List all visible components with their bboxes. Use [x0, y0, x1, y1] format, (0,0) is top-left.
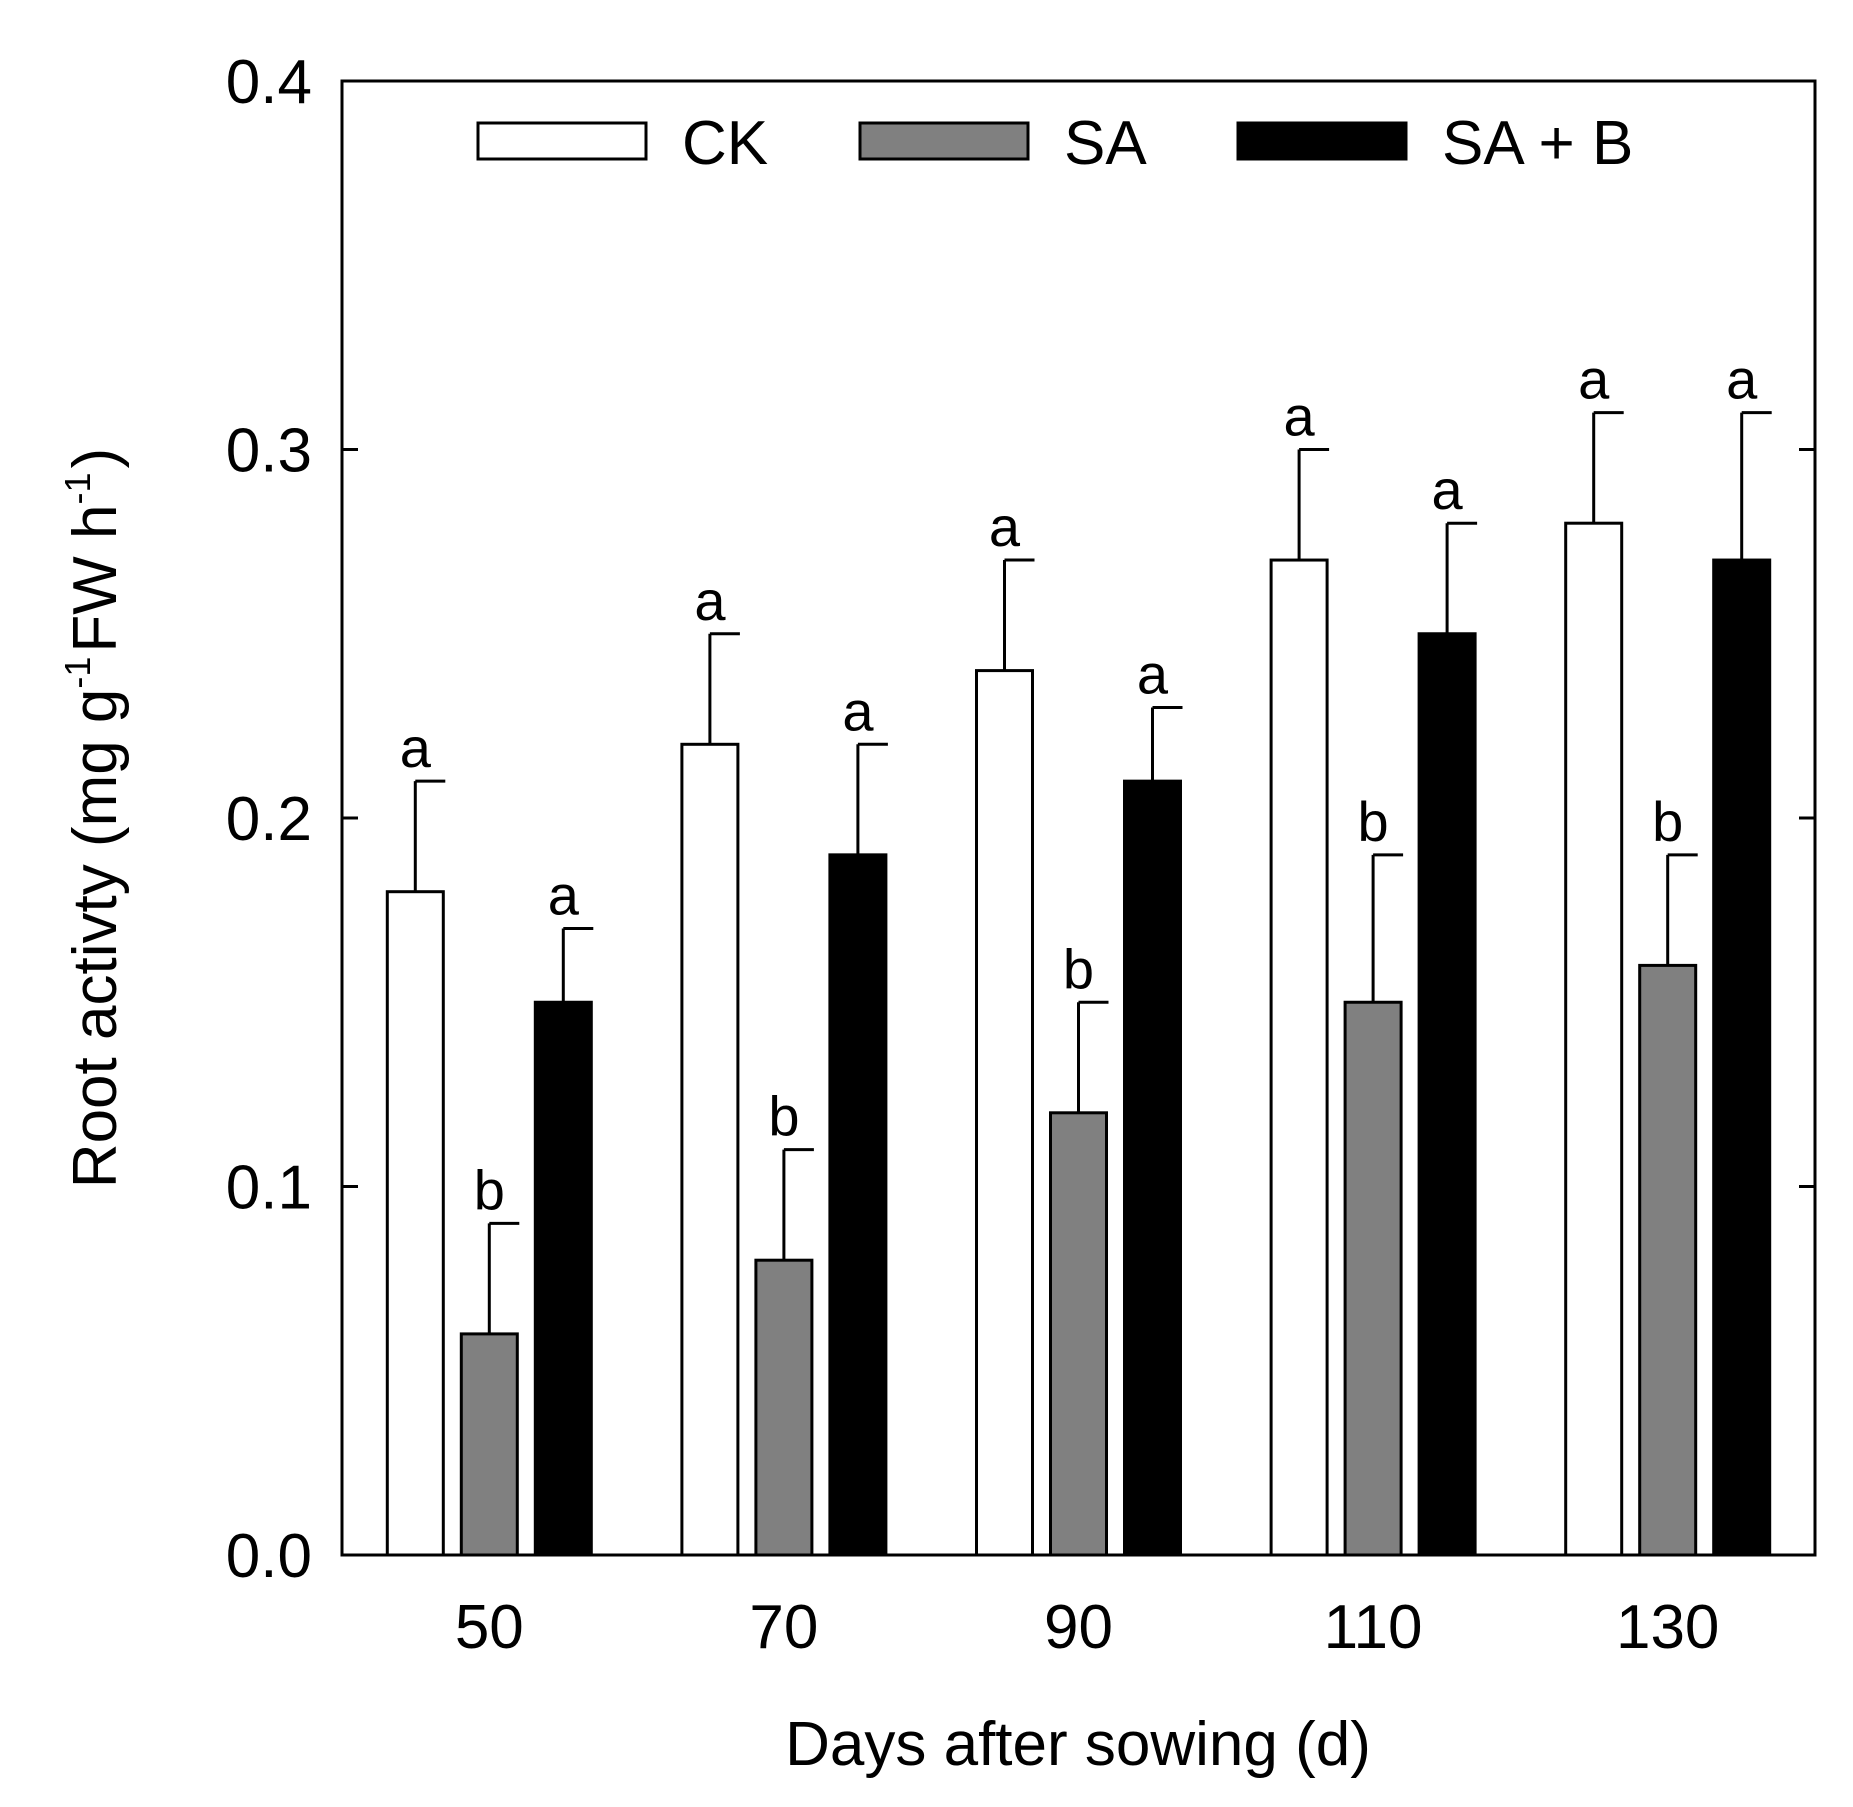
y-axis-title-sup2: -1 [57, 472, 98, 504]
significance-letter: b [474, 1158, 505, 1221]
bar-ck-50 [385, 890, 445, 1557]
x-tick-label: 110 [1324, 1593, 1423, 1662]
bar-sa-90 [1049, 1111, 1108, 1557]
significance-letter: a [989, 495, 1021, 558]
x-tick-label: 70 [749, 1593, 818, 1662]
legend-label: CK [682, 109, 768, 178]
legend-label: SA + B [1442, 109, 1633, 178]
significance-letter: a [1578, 348, 1610, 411]
x-tick-label: 50 [455, 1593, 524, 1662]
significance-letter: b [1063, 937, 1094, 1000]
bar-sa-b-130 [1712, 558, 1772, 1557]
significance-letter: a [694, 569, 726, 632]
y-tick-label: 0.3 [226, 417, 312, 486]
significance-letter: a [1726, 348, 1758, 411]
significance-letter: a [842, 679, 874, 742]
legend-swatch [858, 121, 1030, 161]
y-axis-title-prefix: Root activty (mg g [61, 689, 130, 1189]
bar-sa-130 [1638, 963, 1698, 1557]
bar-ck-110 [1269, 558, 1329, 1557]
x-tick-label: 130 [1616, 1593, 1719, 1662]
y-axis-title: Root activty (mg g-1FW h-1) [57, 448, 130, 1188]
y-axis-title-suffix: ) [61, 448, 130, 469]
significance-letter: b [768, 1085, 799, 1148]
y-tick-label: 0.0 [226, 1522, 312, 1591]
significance-letter: b [1652, 790, 1683, 853]
y-tick-label: 0.2 [226, 785, 312, 854]
x-tick-label: 90 [1044, 1593, 1113, 1662]
legend-swatch [1236, 121, 1408, 161]
bar-sa-110 [1343, 1000, 1403, 1557]
y-axis-title-sup1: -1 [57, 657, 98, 689]
y-tick-label: 0.1 [226, 1154, 312, 1223]
plot-frame [340, 79, 1817, 1557]
legend-label: SA [1064, 109, 1147, 178]
bar-sa-70 [754, 1258, 814, 1557]
significance-letter: a [1432, 458, 1464, 521]
significance-letter: a [400, 716, 432, 779]
significance-letter: b [1358, 790, 1389, 853]
legend: CK SA SA + B [476, 109, 1633, 178]
x-axis-title: Days after sowing (d) [785, 1710, 1371, 1779]
bar-ck-70 [680, 742, 740, 1557]
bar-ck-130 [1564, 521, 1624, 1557]
significance-letter: a [548, 864, 580, 927]
legend-swatch [476, 121, 648, 161]
bar-ck-90 [975, 669, 1034, 1557]
bar-sa-b-70 [828, 853, 888, 1557]
bar-sa-50 [459, 1332, 519, 1557]
y-axis-title-mid: FW h [61, 504, 130, 652]
y-tick-label: 0.4 [226, 48, 312, 117]
bar-sa-b-110 [1417, 632, 1477, 1557]
axes-layer: 0.0 0.1 0.2 0.3 0.4 50 70 90 110 130 [226, 48, 1815, 1662]
bar-sa-b-90 [1123, 779, 1182, 1557]
bar-sa-b-50 [533, 1000, 593, 1557]
significance-letter: a [1284, 385, 1316, 448]
significance-letter: a [1137, 642, 1169, 705]
